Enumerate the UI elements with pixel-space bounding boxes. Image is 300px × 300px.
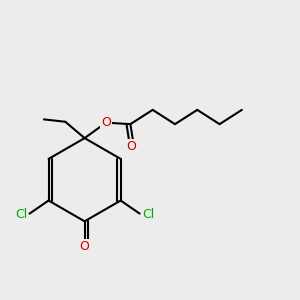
Text: O: O [126,140,136,153]
Text: O: O [80,240,89,253]
Text: Cl: Cl [15,208,27,221]
Text: Cl: Cl [142,208,154,221]
Text: O: O [101,116,111,129]
